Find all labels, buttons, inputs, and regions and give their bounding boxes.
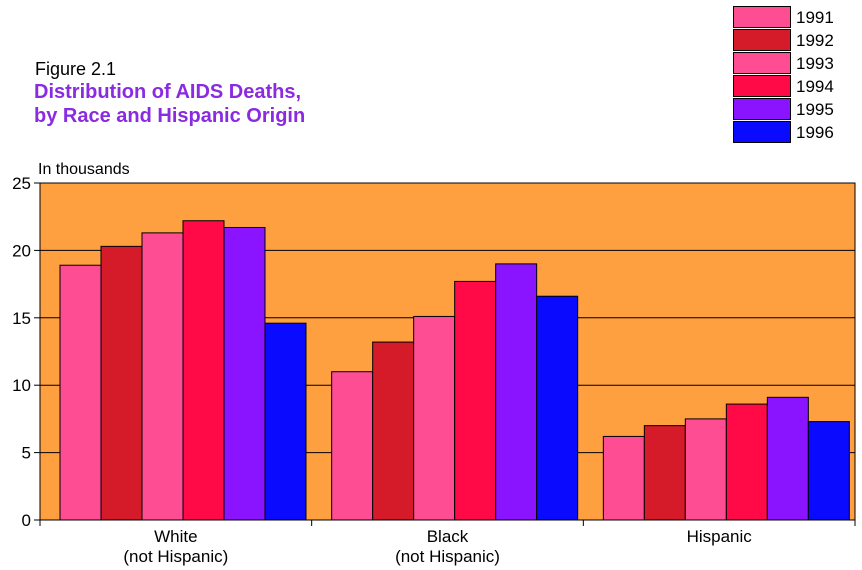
bar-1994-2 xyxy=(725,403,768,521)
y-tick-label: 20 xyxy=(12,241,31,260)
bar-1991-2 xyxy=(602,435,645,521)
chart-title: Distribution of AIDS Deaths, by Race and… xyxy=(34,80,305,128)
bar-1996-0 xyxy=(264,322,307,521)
bar-1995-0 xyxy=(223,226,266,521)
bar-1994-0 xyxy=(182,220,225,521)
legend-swatch xyxy=(733,121,791,143)
y-tick-label: 10 xyxy=(12,376,31,395)
legend-swatch xyxy=(733,52,791,74)
y-tick-label: 15 xyxy=(12,309,31,328)
bar-1993-1 xyxy=(413,315,456,521)
chart-title-line-2: by Race and Hispanic Origin xyxy=(34,105,306,127)
bar-1993-0 xyxy=(141,232,184,521)
x-tick-label: (not Hispanic) xyxy=(395,547,500,566)
bar-1992-1 xyxy=(372,341,415,521)
y-tick-label: 25 xyxy=(12,174,31,193)
bar-1993-2 xyxy=(684,418,727,521)
legend-label: 1993 xyxy=(796,54,834,73)
bar-1992-0 xyxy=(100,245,143,521)
legend-label: 1994 xyxy=(796,77,834,96)
bar-1995-1 xyxy=(495,263,538,521)
chart-title-line-1: Distribution of AIDS Deaths, xyxy=(34,81,302,103)
bar-1994-1 xyxy=(454,280,497,521)
bar-1991-0 xyxy=(59,264,102,521)
legend-swatch xyxy=(733,75,791,97)
plot-frame xyxy=(39,182,856,521)
legend-label: 1995 xyxy=(796,100,834,119)
bar-1996-2 xyxy=(807,421,850,521)
bar-1996-1 xyxy=(536,295,579,521)
legend-swatch xyxy=(733,29,791,51)
y-axis-label: In thousands xyxy=(38,161,130,178)
figure-label: Figure 2.1 xyxy=(35,59,117,79)
bar-1991-1 xyxy=(331,371,374,521)
y-tick-label: 0 xyxy=(22,511,31,530)
y-tick-label: 5 xyxy=(22,444,31,463)
legend-swatch xyxy=(733,6,791,28)
bar-1992-2 xyxy=(643,425,686,521)
x-tick-label: White xyxy=(154,527,197,546)
x-tick-label: Black xyxy=(427,527,469,546)
legend-label: 1992 xyxy=(796,31,834,50)
legend-swatch xyxy=(733,98,791,120)
bar-1995-2 xyxy=(766,396,809,521)
legend-label: 1996 xyxy=(796,123,834,142)
legend-label: 1991 xyxy=(796,8,834,27)
x-tick-label: (not Hispanic) xyxy=(123,547,228,566)
x-tick-label: Hispanic xyxy=(687,527,753,546)
